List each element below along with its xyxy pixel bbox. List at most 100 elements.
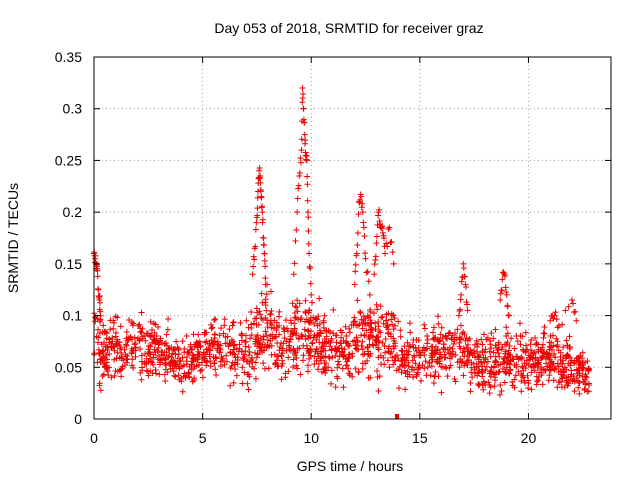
data-point [151, 329, 158, 336]
data-point [499, 276, 506, 283]
data-point [240, 351, 247, 358]
y-tick-label: 0.1 [63, 308, 83, 324]
data-point [389, 249, 396, 256]
data-point [147, 332, 154, 339]
data-point [390, 260, 397, 267]
data-point [118, 373, 125, 380]
data-point [531, 367, 538, 374]
data-point [218, 325, 225, 332]
data-point [203, 362, 210, 369]
data-point [103, 335, 110, 342]
data-point [109, 338, 116, 345]
data-point [528, 337, 535, 344]
data-point [484, 358, 491, 365]
data-point [352, 365, 359, 372]
data-point [471, 347, 478, 354]
data-point [359, 338, 366, 345]
data-point [296, 172, 303, 179]
data-point [260, 360, 267, 367]
data-point [444, 373, 451, 380]
data-point [449, 332, 456, 339]
data-point [470, 361, 477, 368]
data-point [278, 340, 285, 347]
data-point [268, 321, 275, 328]
data-point [121, 346, 128, 353]
data-point [366, 314, 373, 321]
data-point [213, 371, 220, 378]
data-point [99, 372, 106, 379]
data-point [211, 317, 218, 324]
data-point [306, 250, 313, 257]
data-point [576, 359, 583, 366]
data-point [443, 365, 450, 372]
data-point [515, 356, 522, 363]
data-point [423, 345, 430, 352]
data-point [527, 341, 534, 348]
data-point [340, 352, 347, 359]
data-point [176, 365, 183, 372]
data-point [410, 374, 417, 381]
data-point [257, 188, 264, 195]
data-point [262, 263, 269, 270]
data-point [391, 337, 398, 344]
data-point [245, 344, 252, 351]
data-point [446, 329, 453, 336]
data-point [539, 381, 546, 388]
data-point [486, 348, 493, 355]
data-point [148, 326, 155, 333]
data-point [208, 321, 215, 328]
data-point [259, 203, 266, 210]
data-point [301, 131, 308, 138]
data-point [384, 357, 391, 364]
data-point [579, 355, 586, 362]
data-point [568, 297, 575, 304]
data-point [223, 352, 230, 359]
data-point [581, 378, 588, 385]
data-point [421, 321, 428, 328]
data-point [311, 361, 318, 368]
data-point [311, 320, 318, 327]
y-tick-label: 0.2 [63, 204, 83, 220]
data-point [375, 323, 382, 330]
data-point [360, 219, 367, 226]
data-point [504, 302, 511, 309]
data-point [560, 344, 567, 351]
data-point [468, 369, 475, 376]
data-point [167, 365, 174, 372]
data-point [373, 301, 380, 308]
data-point [405, 351, 412, 358]
data-point [218, 353, 225, 360]
data-point [495, 362, 502, 369]
data-point [217, 362, 224, 369]
data-point [309, 339, 316, 346]
data-point [374, 306, 381, 313]
data-point [242, 332, 249, 339]
data-point [230, 379, 237, 386]
data-point [506, 370, 513, 377]
data-point [258, 315, 265, 322]
data-point [385, 310, 392, 317]
data-point [227, 350, 234, 357]
grid [94, 57, 611, 419]
data-point [405, 363, 412, 370]
data-point [571, 388, 578, 395]
data-point [107, 326, 114, 333]
data-point [202, 339, 209, 346]
data-point [291, 320, 298, 327]
data-point [262, 302, 269, 309]
data-point [250, 263, 257, 270]
data-point [323, 327, 330, 334]
data-point [389, 354, 396, 361]
data-point [116, 367, 123, 374]
data-point [291, 260, 298, 267]
data-point [195, 348, 202, 355]
data-point [495, 350, 502, 357]
data-point [165, 316, 172, 323]
data-point [450, 341, 457, 348]
data-point [476, 368, 483, 375]
data-point [499, 365, 506, 372]
data-point [463, 344, 470, 351]
data-point [179, 354, 186, 361]
data-point [212, 366, 219, 373]
data-point [390, 361, 397, 368]
